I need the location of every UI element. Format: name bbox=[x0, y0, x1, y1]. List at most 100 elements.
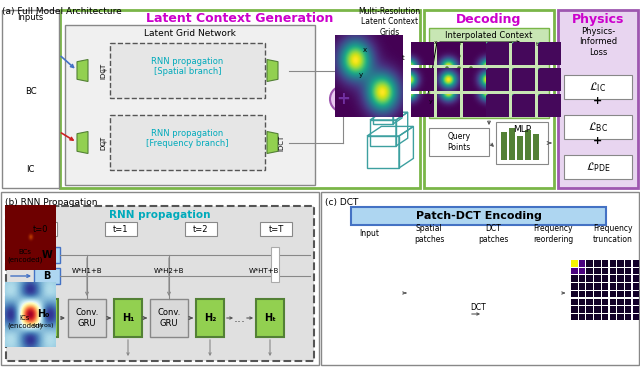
Text: x: x bbox=[434, 39, 438, 45]
Bar bbox=[571, 275, 577, 282]
Bar bbox=[429, 128, 489, 156]
Text: $\mathcal{L}_{\rm PDE}$: $\mathcal{L}_{\rm PDE}$ bbox=[586, 160, 611, 174]
Circle shape bbox=[439, 46, 443, 50]
Bar bbox=[609, 260, 616, 266]
Bar bbox=[564, 115, 632, 139]
Bar bbox=[594, 260, 600, 266]
Bar bbox=[579, 291, 585, 297]
Text: BCs
(encoded): BCs (encoded) bbox=[7, 249, 42, 263]
Bar bbox=[185, 222, 217, 236]
Text: t=2: t=2 bbox=[193, 224, 209, 234]
Circle shape bbox=[463, 58, 467, 62]
Text: y: y bbox=[359, 72, 363, 78]
Bar bbox=[533, 134, 539, 160]
Bar bbox=[367, 136, 399, 168]
Bar bbox=[632, 283, 639, 290]
Bar bbox=[260, 222, 292, 236]
Bar bbox=[632, 260, 639, 266]
Text: $\mathcal{L}_{\rm BC}$: $\mathcal{L}_{\rm BC}$ bbox=[588, 120, 608, 134]
Bar bbox=[6, 206, 314, 361]
Text: Interpolated Context: Interpolated Context bbox=[445, 31, 532, 41]
Text: Inputs: Inputs bbox=[17, 14, 44, 23]
Circle shape bbox=[469, 42, 473, 46]
Bar bbox=[609, 299, 616, 305]
Bar bbox=[586, 260, 593, 266]
Bar bbox=[617, 275, 624, 282]
Text: H₀: H₀ bbox=[37, 309, 49, 319]
Bar bbox=[609, 314, 616, 320]
Text: t=T: t=T bbox=[268, 224, 284, 234]
Text: MLP: MLP bbox=[513, 124, 531, 134]
Circle shape bbox=[330, 86, 356, 112]
Text: Query
Points: Query Points bbox=[447, 132, 470, 152]
Bar bbox=[625, 306, 632, 313]
Circle shape bbox=[463, 70, 467, 74]
Bar bbox=[114, 299, 142, 337]
Bar bbox=[617, 291, 624, 297]
Text: Conv.
GRU: Conv. GRU bbox=[76, 308, 99, 328]
Text: t=0: t=0 bbox=[33, 224, 49, 234]
Bar bbox=[579, 268, 585, 274]
Bar bbox=[110, 43, 265, 98]
Polygon shape bbox=[267, 131, 278, 154]
Bar bbox=[579, 306, 585, 313]
Text: Latent Context Generation: Latent Context Generation bbox=[147, 13, 333, 25]
Bar bbox=[1, 192, 319, 365]
Bar bbox=[579, 299, 585, 305]
Bar bbox=[609, 291, 616, 297]
Bar bbox=[25, 222, 57, 236]
Bar bbox=[351, 207, 606, 225]
Text: (b) RNN Propagation: (b) RNN Propagation bbox=[5, 198, 97, 207]
Bar bbox=[373, 104, 393, 124]
Circle shape bbox=[457, 42, 461, 46]
Bar bbox=[625, 299, 632, 305]
Text: t: t bbox=[402, 55, 404, 61]
Bar bbox=[586, 283, 593, 290]
Text: (a) Full Model Architecture: (a) Full Model Architecture bbox=[2, 7, 122, 16]
Bar bbox=[586, 291, 593, 297]
Bar bbox=[321, 192, 639, 365]
Bar bbox=[586, 314, 593, 320]
Circle shape bbox=[463, 46, 467, 50]
Circle shape bbox=[445, 66, 449, 70]
Text: IC: IC bbox=[26, 165, 35, 173]
Text: t=1: t=1 bbox=[113, 224, 129, 234]
Bar bbox=[586, 299, 593, 305]
Text: Conv.
GRU: Conv. GRU bbox=[157, 308, 180, 328]
Text: Decoding: Decoding bbox=[456, 13, 522, 25]
Bar bbox=[625, 268, 632, 274]
Text: +: + bbox=[336, 90, 350, 108]
Bar bbox=[586, 306, 593, 313]
Circle shape bbox=[439, 70, 443, 74]
Circle shape bbox=[445, 42, 449, 46]
Text: ICs
(encoded): ICs (encoded) bbox=[7, 315, 42, 329]
Bar bbox=[586, 275, 593, 282]
Bar bbox=[617, 283, 624, 290]
Bar bbox=[558, 10, 638, 188]
Text: W*H2+B: W*H2+B bbox=[154, 268, 184, 274]
Text: x: x bbox=[363, 47, 367, 53]
Text: $\mathcal{L}_{\rm IC}$: $\mathcal{L}_{\rm IC}$ bbox=[589, 80, 607, 94]
Text: Input: Input bbox=[359, 230, 379, 238]
Bar bbox=[571, 306, 577, 313]
Circle shape bbox=[451, 46, 455, 50]
Bar bbox=[68, 299, 106, 337]
Bar bbox=[632, 314, 639, 320]
Circle shape bbox=[457, 54, 461, 58]
Bar bbox=[602, 275, 608, 282]
Text: Frequency
reordering: Frequency reordering bbox=[533, 224, 573, 244]
Bar bbox=[602, 314, 608, 320]
Bar bbox=[370, 120, 396, 146]
Bar bbox=[602, 299, 608, 305]
Bar bbox=[625, 314, 632, 320]
Bar bbox=[594, 314, 600, 320]
Text: IDCT: IDCT bbox=[100, 62, 106, 79]
Bar bbox=[34, 268, 60, 284]
Bar bbox=[632, 291, 639, 297]
Bar bbox=[594, 268, 600, 274]
Circle shape bbox=[469, 54, 473, 58]
Bar bbox=[617, 260, 624, 266]
Bar bbox=[617, 268, 624, 274]
Text: +: + bbox=[593, 96, 603, 106]
Bar bbox=[625, 291, 632, 297]
